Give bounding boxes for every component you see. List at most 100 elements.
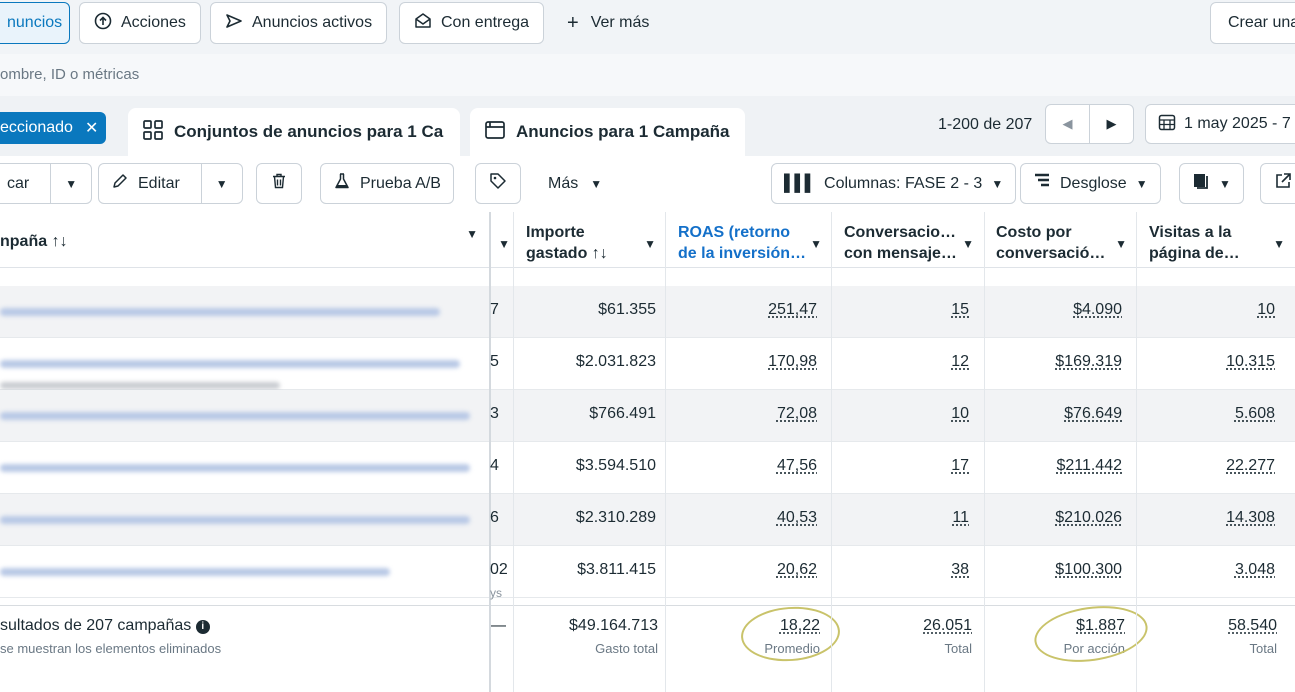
cell-roas: 251,47	[768, 301, 817, 318]
cell-page-visits: 22.277	[1226, 457, 1275, 474]
col-hidden[interactable]: ▼	[490, 212, 514, 268]
filter-delivery-pill[interactable]: Con entrega	[399, 2, 545, 44]
reports-icon	[1192, 172, 1210, 195]
next-page-button[interactable]: ▶	[1089, 104, 1134, 144]
tag-icon	[489, 172, 507, 195]
duplicate-split-button[interactable]: car ▼	[0, 163, 93, 204]
breakdown-label: Desglose	[1060, 174, 1127, 192]
totals-cost-caption: Por acción	[1063, 641, 1125, 656]
filter-actions-pill[interactable]: Acciones	[79, 2, 201, 44]
see-more-button[interactable]: + Ver más	[567, 2, 649, 44]
row-fragment: 7	[490, 301, 499, 318]
cell-page-visits: 10	[1257, 301, 1275, 318]
more-button[interactable]: Más ▼	[536, 163, 614, 204]
filter-actions-label: Acciones	[121, 14, 186, 31]
totals-dash: —	[490, 617, 506, 634]
chevron-down-icon[interactable]: ▼	[466, 227, 478, 241]
export-icon	[1274, 172, 1292, 195]
cell-page-visits: 3.048	[1234, 561, 1275, 578]
info-icon[interactable]: i	[195, 620, 210, 634]
campaign-name-redacted[interactable]	[0, 464, 470, 472]
filter-active-ads-pill[interactable]: Anuncios activos	[210, 2, 388, 44]
reports-button[interactable]: ▼	[1179, 163, 1244, 204]
column-divider	[489, 212, 491, 692]
create-button[interactable]: Crear una	[1210, 2, 1295, 44]
campaign-name-redacted[interactable]	[0, 412, 470, 420]
col-cost-per-conversation[interactable]: Costo por conversació… ▼	[984, 212, 1137, 268]
tab-ad-sets-label: Conjuntos de anuncios para 1 Ca	[174, 122, 444, 141]
table-row[interactable]	[0, 494, 1295, 546]
totals-visits-caption: Total	[1249, 641, 1277, 656]
chevron-down-icon[interactable]: ▼	[1115, 237, 1127, 251]
col-roas-line2: de la inversión…	[678, 245, 807, 262]
campaign-name-redacted[interactable]	[0, 516, 470, 524]
ab-test-button[interactable]: Prueba A/B	[320, 163, 454, 204]
more-label: Más	[548, 174, 579, 192]
chevron-down-icon[interactable]: ▼	[498, 237, 510, 251]
cell-roas: 72,08	[776, 405, 817, 422]
calendar-icon	[1158, 113, 1176, 136]
plus-icon: +	[567, 11, 579, 34]
chevron-down-icon[interactable]: ▼	[962, 237, 974, 251]
col-page-visits[interactable]: Visitas a la página de… ▼	[1137, 212, 1295, 268]
columns-button[interactable]: ▌▌▌ Columnas: FASE 2 - 3 ▼	[771, 163, 1017, 204]
filter-ads-label: nuncios	[7, 14, 63, 31]
chevron-down-icon[interactable]: ▼	[810, 237, 822, 251]
search-input[interactable]: ombre, ID o métricas	[0, 66, 140, 83]
table-row[interactable]	[0, 442, 1295, 494]
prev-page-button[interactable]: ◀	[1045, 104, 1090, 144]
column-divider	[831, 212, 832, 692]
col-conversations[interactable]: Conversacio… con mensaje… ▼	[832, 212, 984, 268]
flask-icon	[333, 172, 351, 195]
close-icon[interactable]: ✕	[84, 120, 99, 137]
duplicate-button[interactable]: car	[7, 174, 30, 192]
chevron-down-icon[interactable]: ▼	[644, 237, 656, 251]
totals-conversations: 26.051	[923, 617, 972, 634]
totals-cost: $1.887	[1076, 617, 1125, 634]
filter-ads-pill[interactable]: nuncios	[0, 2, 70, 44]
table-row[interactable]	[0, 390, 1295, 442]
table-row[interactable]	[0, 286, 1295, 338]
col-campaign-label: npaña ↑↓	[0, 233, 68, 250]
tab-ads[interactable]: Anuncios para 1 Campaña	[470, 108, 745, 156]
grid-icon	[142, 119, 164, 146]
tag-button[interactable]	[475, 163, 521, 204]
date-range-button[interactable]: 1 may 2025 - 7	[1145, 104, 1295, 144]
window-icon	[484, 119, 506, 146]
col-visits-line1: Visitas a la	[1149, 224, 1232, 241]
table-row[interactable]	[0, 546, 1295, 598]
col-roas[interactable]: ROAS (retorno de la inversión… ▼	[666, 212, 832, 268]
tab-ad-sets[interactable]: Conjuntos de anuncios para 1 Ca	[128, 108, 460, 156]
cell-conversations: 15	[951, 301, 969, 318]
selected-chip-label: eccionado	[0, 119, 73, 136]
campaign-name-redacted[interactable]	[0, 308, 440, 316]
table-row[interactable]	[0, 338, 1295, 390]
col-campaign[interactable]: npaña ↑↓ ▼	[0, 221, 488, 277]
chevron-down-icon[interactable]: ▼	[50, 164, 91, 203]
cell-conversations: 10	[951, 405, 969, 422]
send-icon	[225, 12, 243, 35]
delete-button[interactable]	[256, 163, 302, 204]
campaign-name-redacted[interactable]	[0, 568, 390, 576]
chevron-down-icon[interactable]: ▼	[200, 164, 242, 203]
filter-active-ads-label: Anuncios activos	[252, 14, 373, 31]
columns-icon: ▌▌▌	[784, 174, 816, 192]
col-amount-spent[interactable]: Importe gastado ↑↓ ▼	[514, 212, 666, 268]
totals-roas-caption: Promedio	[764, 641, 820, 656]
cell-amount-spent: $766.491	[589, 405, 656, 422]
columns-label: Columnas: FASE 2 - 3	[824, 174, 983, 192]
edit-split-button[interactable]: Editar ▼	[98, 163, 243, 204]
row-fragment: 3	[490, 405, 499, 422]
column-divider	[665, 212, 666, 692]
row-actions-redacted[interactable]	[0, 382, 280, 389]
edit-button[interactable]: Editar	[99, 164, 192, 203]
campaign-name-redacted[interactable]	[0, 360, 460, 368]
export-button[interactable]	[1260, 163, 1295, 204]
breakdown-icon	[1033, 172, 1051, 195]
breakdown-button[interactable]: Desglose ▼	[1020, 163, 1161, 204]
chevron-down-icon[interactable]: ▼	[1273, 237, 1285, 251]
row-fragment: 6	[490, 509, 499, 526]
search-row[interactable]	[0, 54, 1295, 96]
selected-filter-chip[interactable]: eccionado ✕	[0, 112, 106, 144]
cell-amount-spent: $3.594.510	[575, 457, 656, 474]
